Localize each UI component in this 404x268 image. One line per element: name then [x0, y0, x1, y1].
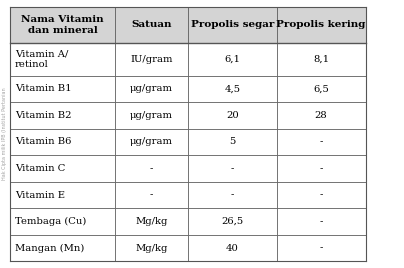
Bar: [188, 129, 277, 155]
Text: IU/gram: IU/gram: [130, 55, 173, 64]
Text: 26,5: 26,5: [221, 217, 244, 226]
Bar: [115, 155, 188, 182]
Text: -: -: [150, 191, 153, 199]
Text: 6,1: 6,1: [224, 55, 240, 64]
Bar: [115, 208, 188, 235]
Text: Vitamin B2: Vitamin B2: [15, 111, 72, 120]
Bar: [10, 76, 115, 102]
Bar: [277, 235, 366, 261]
Text: Vitamin B1: Vitamin B1: [15, 84, 72, 94]
Text: -: -: [320, 217, 323, 226]
Bar: [277, 43, 366, 76]
Text: -: -: [150, 164, 153, 173]
Bar: [277, 182, 366, 208]
Bar: [10, 7, 115, 43]
Text: μg/gram: μg/gram: [130, 84, 173, 94]
Bar: [277, 102, 366, 129]
Bar: [115, 43, 188, 76]
Text: Nama Vitamin
dan mineral: Nama Vitamin dan mineral: [21, 15, 104, 35]
Text: Vitamin A/
retinol: Vitamin A/ retinol: [15, 50, 68, 69]
Bar: [277, 155, 366, 182]
Bar: [188, 182, 277, 208]
Text: -: -: [320, 137, 323, 147]
Text: 8,1: 8,1: [313, 55, 329, 64]
Text: 4,5: 4,5: [224, 84, 240, 94]
Bar: [277, 208, 366, 235]
Bar: [188, 43, 277, 76]
Bar: [188, 102, 277, 129]
Bar: [115, 102, 188, 129]
Bar: [115, 182, 188, 208]
Text: Vitamin B6: Vitamin B6: [15, 137, 72, 147]
Bar: [10, 182, 115, 208]
Bar: [188, 76, 277, 102]
Text: Propolis segar: Propolis segar: [191, 20, 274, 29]
Text: 20: 20: [226, 111, 239, 120]
Bar: [277, 7, 366, 43]
Bar: [188, 208, 277, 235]
Text: Vitamin C: Vitamin C: [15, 164, 65, 173]
Bar: [10, 43, 115, 76]
Text: 28: 28: [315, 111, 328, 120]
Bar: [10, 102, 115, 129]
Text: Mangan (Mn): Mangan (Mn): [15, 244, 84, 253]
Text: 5: 5: [229, 137, 236, 147]
Text: Hak Cipta milik IPB (Institut Pertanian: Hak Cipta milik IPB (Institut Pertanian: [2, 88, 7, 180]
Bar: [10, 235, 115, 261]
Text: μg/gram: μg/gram: [130, 111, 173, 120]
Text: Propolis kering: Propolis kering: [276, 20, 366, 29]
Bar: [115, 7, 188, 43]
Text: -: -: [231, 164, 234, 173]
Bar: [188, 235, 277, 261]
Bar: [115, 129, 188, 155]
Bar: [10, 129, 115, 155]
Text: -: -: [320, 191, 323, 199]
Text: -: -: [320, 164, 323, 173]
Text: Vitamin E: Vitamin E: [15, 191, 65, 199]
Text: μg/gram: μg/gram: [130, 137, 173, 147]
Bar: [10, 208, 115, 235]
Text: Mg/kg: Mg/kg: [135, 244, 168, 252]
Bar: [188, 7, 277, 43]
Text: Satuan: Satuan: [131, 20, 172, 29]
Bar: [115, 235, 188, 261]
Text: -: -: [231, 191, 234, 199]
Text: Tembaga (Cu): Tembaga (Cu): [15, 217, 86, 226]
Bar: [277, 129, 366, 155]
Text: Mg/kg: Mg/kg: [135, 217, 168, 226]
Bar: [115, 76, 188, 102]
Bar: [277, 76, 366, 102]
Bar: [10, 155, 115, 182]
Bar: [188, 155, 277, 182]
Text: 6,5: 6,5: [313, 84, 329, 94]
Text: 40: 40: [226, 244, 239, 252]
Text: -: -: [320, 244, 323, 252]
